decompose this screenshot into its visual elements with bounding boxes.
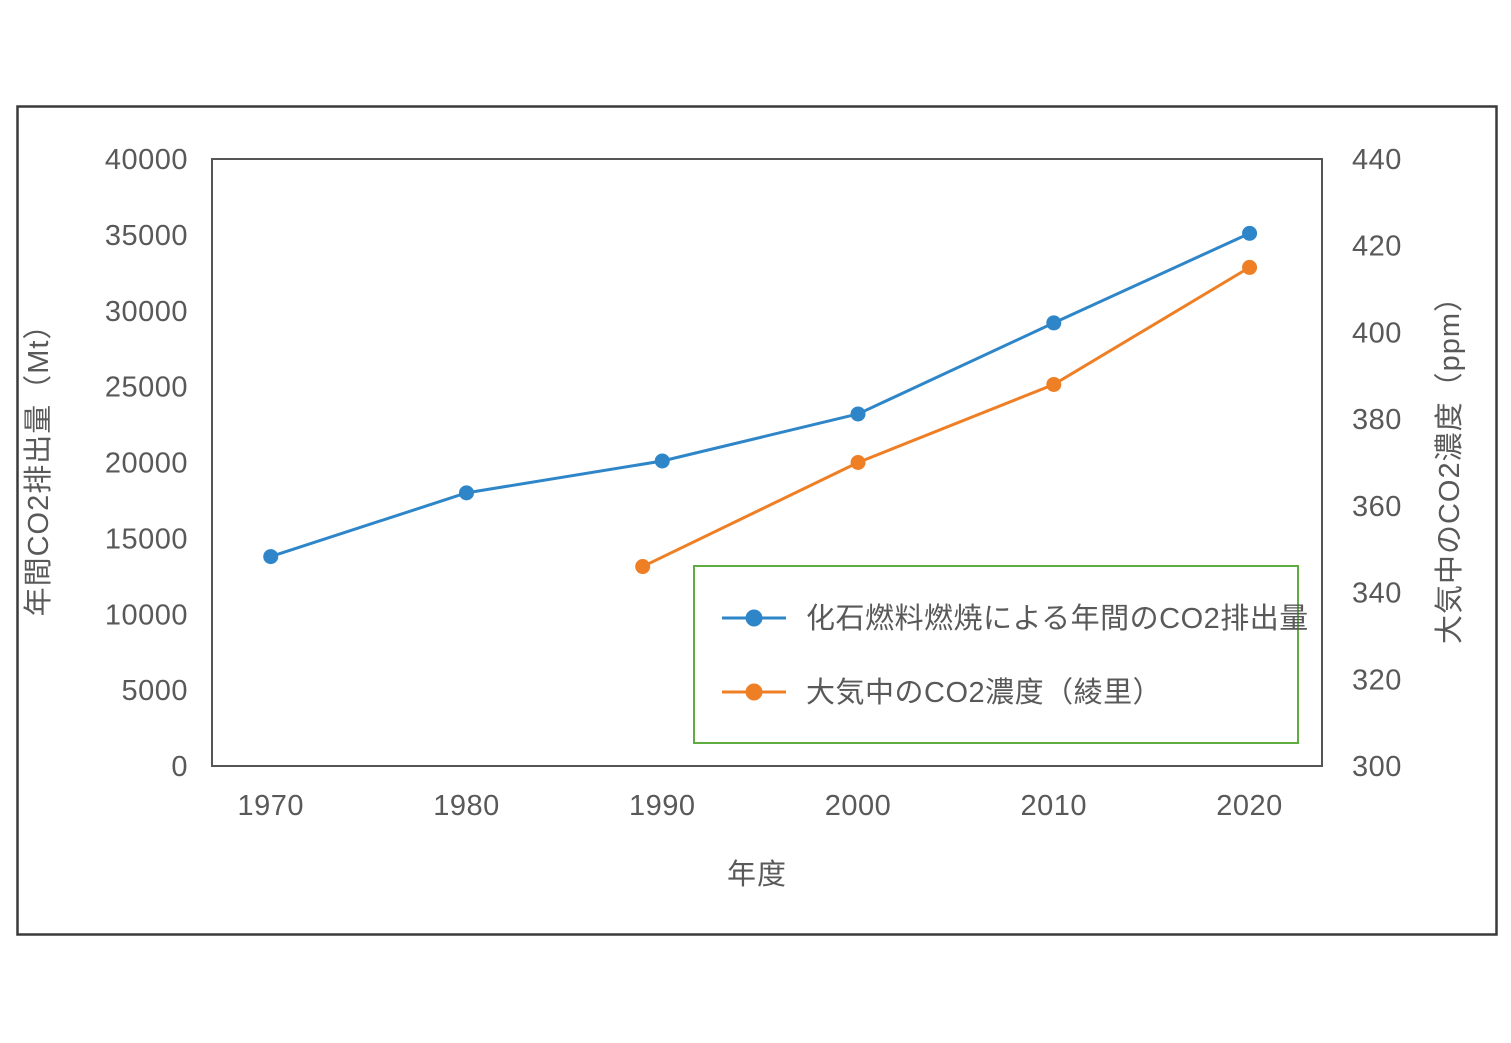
legend-entry-label: 大気中のCO2濃度（綾里） — [806, 676, 1162, 709]
y-left-tick-label: 5000 — [121, 675, 188, 707]
legend-entry-label: 化石燃料燃焼による年間のCO2排出量 — [806, 602, 1309, 635]
y-right-tick-label: 400 — [1352, 317, 1402, 349]
y-right-tick-label: 420 — [1352, 231, 1402, 263]
y-axis-left-tick-labels: 0 5000 10000 15000 20000 25000 30000 35000 40000 — [105, 144, 188, 783]
y-left-tick-label: 0 — [171, 751, 188, 783]
x-tick-label: 2010 — [1021, 790, 1088, 822]
data-point-marker — [1046, 315, 1062, 331]
data-point-marker — [1242, 259, 1258, 275]
data-point-marker — [458, 485, 474, 501]
y-right-tick-label: 440 — [1352, 144, 1402, 176]
x-axis-title: 年度 — [727, 858, 787, 891]
y-right-tick-label: 320 — [1352, 664, 1402, 696]
plot-border — [211, 158, 1323, 767]
x-axis-tick-labels: 1970 1980 1990 2000 2010 2020 — [237, 790, 1282, 822]
y-left-tick-label: 10000 — [105, 599, 188, 631]
x-tick-label: 1970 — [237, 790, 304, 822]
data-point-marker — [654, 453, 670, 469]
legend-box — [693, 565, 1299, 744]
x-tick-label: 2020 — [1216, 790, 1283, 822]
y-right-tick-label: 380 — [1352, 404, 1402, 436]
data-point-marker — [1046, 376, 1062, 392]
y-left-tick-label: 40000 — [105, 144, 188, 176]
y-left-tick-label: 20000 — [105, 448, 188, 480]
plot-frame — [211, 158, 1323, 767]
series-line — [270, 231, 1251, 559]
y-left-tick-label: 30000 — [105, 296, 188, 328]
y-right-tick-label: 300 — [1352, 751, 1402, 783]
series-lines-and-markers — [263, 225, 1258, 575]
data-point-marker — [850, 406, 866, 422]
y-axis-left-title: 年間CO2排出量（Mt） — [22, 310, 55, 617]
legend-marker — [745, 683, 763, 701]
figure-border — [16, 105, 1498, 936]
x-tick-label: 1990 — [629, 790, 696, 822]
x-tick-label: 2000 — [825, 790, 892, 822]
series-line — [642, 266, 1251, 568]
y-left-tick-label: 35000 — [105, 220, 188, 252]
data-point-marker — [635, 559, 651, 575]
y-left-tick-label: 25000 — [105, 372, 188, 404]
y-left-tick-label: 15000 — [105, 523, 188, 555]
legend-marker — [745, 609, 763, 627]
y-right-tick-label: 340 — [1352, 578, 1402, 610]
data-point-marker — [1242, 225, 1258, 241]
y-axis-right-tick-labels: 300 320 340 360 380 400 420 440 — [1352, 144, 1402, 783]
data-point-marker — [263, 549, 279, 565]
y-axis-right-title: 大気中のCO2濃度（ppm） — [1433, 282, 1466, 644]
data-point-marker — [850, 455, 866, 470]
y-right-tick-label: 360 — [1352, 491, 1402, 523]
x-tick-label: 1980 — [433, 790, 500, 822]
